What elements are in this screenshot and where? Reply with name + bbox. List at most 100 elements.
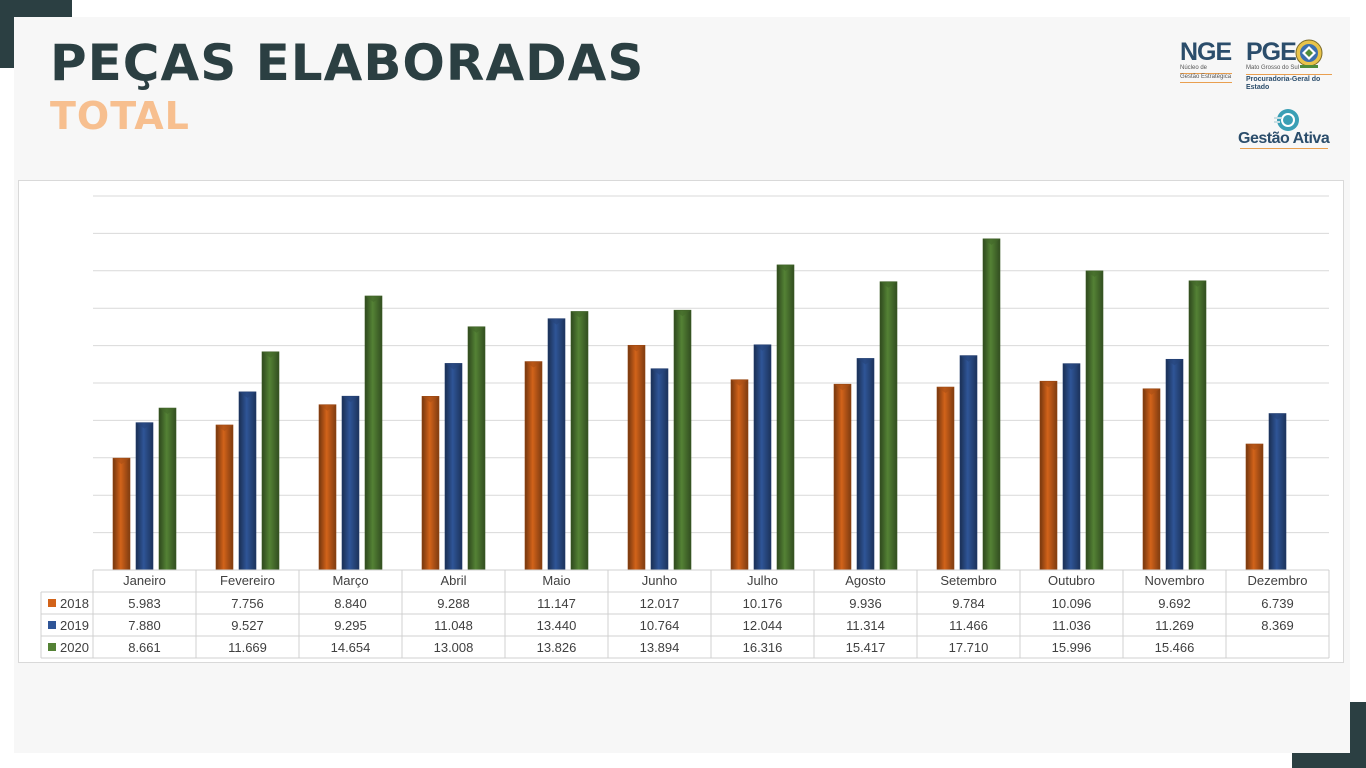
bar-cap-2019-abril: [445, 363, 462, 370]
bar-chart: Janeiro Fevereiro Março Abril Maio Junho Julho…: [40, 195, 1330, 659]
bar-2018-outubro: [1039, 380, 1058, 571]
data-label-2018-julho: 10.176: [743, 596, 783, 611]
bar-cap-2020-agosto: [880, 281, 897, 288]
bar-2019-novembro: [1165, 358, 1184, 571]
gestao-ativa-ring-icon: [1274, 109, 1299, 131]
bar-2019-maio: [547, 318, 566, 571]
bar-cap-2020-outubro: [1086, 270, 1103, 277]
category-label-fevereiro: Fevereiro: [220, 573, 275, 588]
bar-cap-2018-novembro: [1143, 388, 1160, 395]
pge-logo-name: PGE: [1246, 38, 1297, 66]
legend-label-2019: 2019: [60, 618, 89, 633]
bar-cap-2020-novembro: [1189, 280, 1206, 287]
pge-logo-line2: Procuradoria-Geral do Estado: [1246, 74, 1332, 92]
data-label-2019-janeiro: 7.880: [128, 618, 161, 633]
nge-logo-name: NGE: [1180, 38, 1232, 66]
bar-2018-março: [318, 404, 337, 571]
bar-cap-2018-outubro: [1040, 381, 1057, 388]
category-label-novembro: Novembro: [1145, 573, 1205, 588]
legend-key-2018: [48, 599, 56, 607]
bar-2018-setembro: [936, 386, 955, 571]
bar-2020-outubro: [1085, 270, 1104, 571]
data-label-2020-fevereiro: 11.669: [228, 640, 267, 655]
bar-cap-2020-setembro: [983, 238, 1000, 245]
bar-cap-2019-novembro: [1166, 359, 1183, 366]
bar-2018-fevereiro: [215, 424, 234, 571]
bar-cap-2020-maio: [571, 311, 588, 318]
category-label-maio: Maio: [542, 573, 570, 588]
bar-2018-maio: [524, 361, 543, 571]
data-label-2018-abril: 9.288: [437, 596, 470, 611]
bar-cap-2018-fevereiro: [216, 424, 233, 431]
bar-2018-junho: [627, 344, 646, 571]
bar-2019-fevereiro: [238, 391, 257, 571]
bar-2020-abril: [467, 326, 486, 571]
bar-cap-2020-julho: [777, 264, 794, 271]
bar-cap-2020-janeiro: [159, 408, 176, 415]
legend-label-2018: 2018: [60, 596, 89, 611]
legend-key-2019: [48, 621, 56, 629]
gestao-ativa-logo: Gestão Ativa: [1236, 108, 1332, 152]
bar-cap-2019-setembro: [960, 355, 977, 362]
legend-key-2020: [48, 643, 56, 651]
data-label-2019-abril: 11.048: [434, 618, 473, 633]
data-label-2018-maio: 11.147: [537, 596, 576, 611]
bar-cap-2019-março: [342, 396, 359, 403]
data-label-2020-maio: 13.826: [537, 640, 577, 655]
data-label-2019-agosto: 11.314: [846, 618, 885, 633]
category-label-agosto: Agosto: [845, 573, 885, 588]
data-label-2019-fevereiro: 9.527: [231, 618, 264, 633]
legend-label-2020: 2020: [60, 640, 89, 655]
data-label-2018-março: 8.840: [334, 596, 367, 611]
data-label-2018-setembro: 9.784: [952, 596, 985, 611]
state-crest-icon: [1295, 39, 1323, 68]
nge-logo-line1: Núcleo de: [1180, 65, 1232, 74]
data-label-2018-agosto: 9.936: [849, 596, 882, 611]
bar-cap-2019-dezembro: [1269, 413, 1286, 420]
data-label-2019-julho: 12.044: [743, 618, 783, 633]
bar-2018-abril: [421, 396, 440, 571]
data-label-2018-novembro: 9.692: [1158, 596, 1191, 611]
pge-logo-line1: Mato Grosso do Sul: [1246, 65, 1300, 71]
bar-2018-dezembro: [1245, 443, 1264, 571]
bar-2019-agosto: [856, 358, 875, 571]
nge-logo-line2: Gestão Estratégica: [1180, 74, 1232, 83]
bar-2019-outubro: [1062, 363, 1081, 571]
bar-cap-2020-abril: [468, 326, 485, 333]
page-title: PEÇAS ELABORADAS: [50, 34, 645, 92]
bar-2018-julho: [730, 379, 749, 571]
bar-2019-setembro: [959, 355, 978, 571]
data-label-2019-novembro: 11.269: [1155, 618, 1194, 633]
bar-2020-maio: [570, 311, 589, 571]
category-label-outubro: Outubro: [1048, 573, 1095, 588]
data-label-2020-abril: 13.008: [434, 640, 474, 655]
bar-2020-novembro: [1188, 280, 1207, 571]
bar-cap-2018-setembro: [937, 387, 954, 394]
data-label-2018-outubro: 10.096: [1052, 596, 1092, 611]
gestao-ativa-text: Gestão Ativa: [1238, 130, 1330, 147]
bar-2018-agosto: [833, 383, 852, 571]
bar-2018-novembro: [1142, 388, 1161, 571]
bar-2019-março: [341, 395, 360, 571]
bar-2020-setembro: [982, 238, 1001, 571]
bar-2020-janeiro: [158, 407, 177, 571]
bar-cap-2019-fevereiro: [239, 391, 256, 398]
data-label-2020-junho: 13.894: [640, 640, 680, 655]
data-label-2019-março: 9.295: [334, 618, 367, 633]
bar-2019-junho: [650, 368, 669, 571]
bar-cap-2020-junho: [674, 310, 691, 317]
category-label-março: Março: [332, 573, 368, 588]
bar-2019-abril: [444, 363, 463, 571]
bar-2020-fevereiro: [261, 351, 280, 571]
data-label-2020-novembro: 15.466: [1155, 640, 1195, 655]
category-label-janeiro: Janeiro: [123, 573, 166, 588]
category-label-setembro: Setembro: [940, 573, 996, 588]
page-subtitle: TOTAL: [50, 94, 190, 138]
data-label-2020-julho: 16.316: [743, 640, 783, 655]
data-label-2019-setembro: 11.466: [949, 618, 988, 633]
pge-logo: PGE Mato Grosso do Sul Procuradoria-Gera…: [1246, 40, 1332, 92]
data-label-2018-janeiro: 5.983: [128, 596, 161, 611]
data-label-2020-março: 14.654: [331, 640, 371, 655]
bar-2019-dezembro: [1268, 413, 1287, 571]
bar-cap-2019-maio: [548, 318, 565, 325]
